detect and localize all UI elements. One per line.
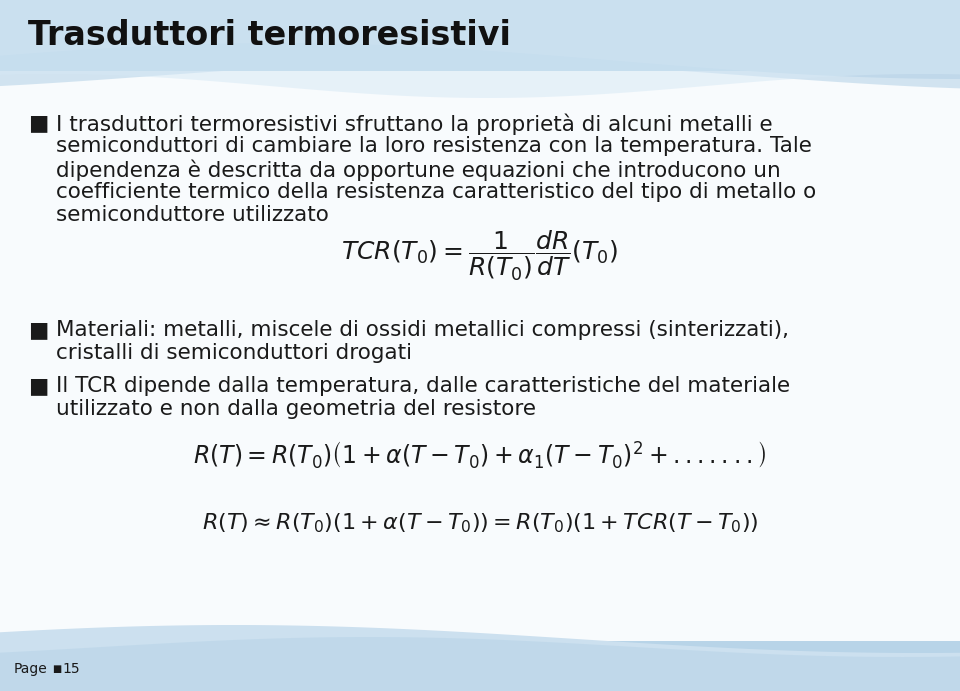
Text: semiconduttore utilizzato: semiconduttore utilizzato <box>56 205 329 225</box>
Text: cristalli di semiconduttori drogati: cristalli di semiconduttori drogati <box>56 343 412 363</box>
Text: ■: ■ <box>28 113 48 133</box>
Polygon shape <box>0 0 960 88</box>
Polygon shape <box>0 625 960 691</box>
Text: ■: ■ <box>52 664 61 674</box>
Text: ■: ■ <box>28 320 48 340</box>
Text: Trasduttori termoresistivi: Trasduttori termoresistivi <box>28 19 511 52</box>
Text: I trasduttori termoresistivi sfruttano la proprietà di alcuni metalli e: I trasduttori termoresistivi sfruttano l… <box>56 113 773 135</box>
Text: 15: 15 <box>62 662 80 676</box>
Text: coefficiente termico della resistenza caratteristico del tipo di metallo o: coefficiente termico della resistenza ca… <box>56 182 816 202</box>
Bar <box>0 0 960 71</box>
Text: Materiali: metalli, miscele di ossidi metallici compressi (sinterizzati),: Materiali: metalli, miscele di ossidi me… <box>56 320 789 340</box>
Text: Il TCR dipende dalla temperatura, dalle caratteristiche del materiale: Il TCR dipende dalla temperatura, dalle … <box>56 376 790 396</box>
Text: ■: ■ <box>28 376 48 396</box>
Text: $R\left(T\right)=R\left(T_{0}\right)\left(1+\alpha\left(T-T_{0}\right)+\alpha_{1: $R\left(T\right)=R\left(T_{0}\right)\lef… <box>194 439 766 469</box>
Text: $TCR\left(T_{0}\right)=\dfrac{1}{R\left(T_{0}\right)}\dfrac{dR}{dT}\left(T_{0}\r: $TCR\left(T_{0}\right)=\dfrac{1}{R\left(… <box>342 229 618 283</box>
Text: utilizzato e non dalla geometria del resistore: utilizzato e non dalla geometria del res… <box>56 399 536 419</box>
Polygon shape <box>0 0 960 98</box>
Bar <box>0 641 960 691</box>
Polygon shape <box>0 0 960 79</box>
Text: dipendenza è descritta da opportune equazioni che introducono un: dipendenza è descritta da opportune equa… <box>56 159 780 180</box>
Text: Page: Page <box>14 662 48 676</box>
Text: semiconduttori di cambiare la loro resistenza con la temperatura. Tale: semiconduttori di cambiare la loro resis… <box>56 136 812 156</box>
Text: $R\left(T\right)\approx R\left(T_{0}\right)\left(1+\alpha\left(T-T_{0}\right)\ri: $R\left(T\right)\approx R\left(T_{0}\rig… <box>202 511 758 535</box>
Polygon shape <box>0 637 960 691</box>
